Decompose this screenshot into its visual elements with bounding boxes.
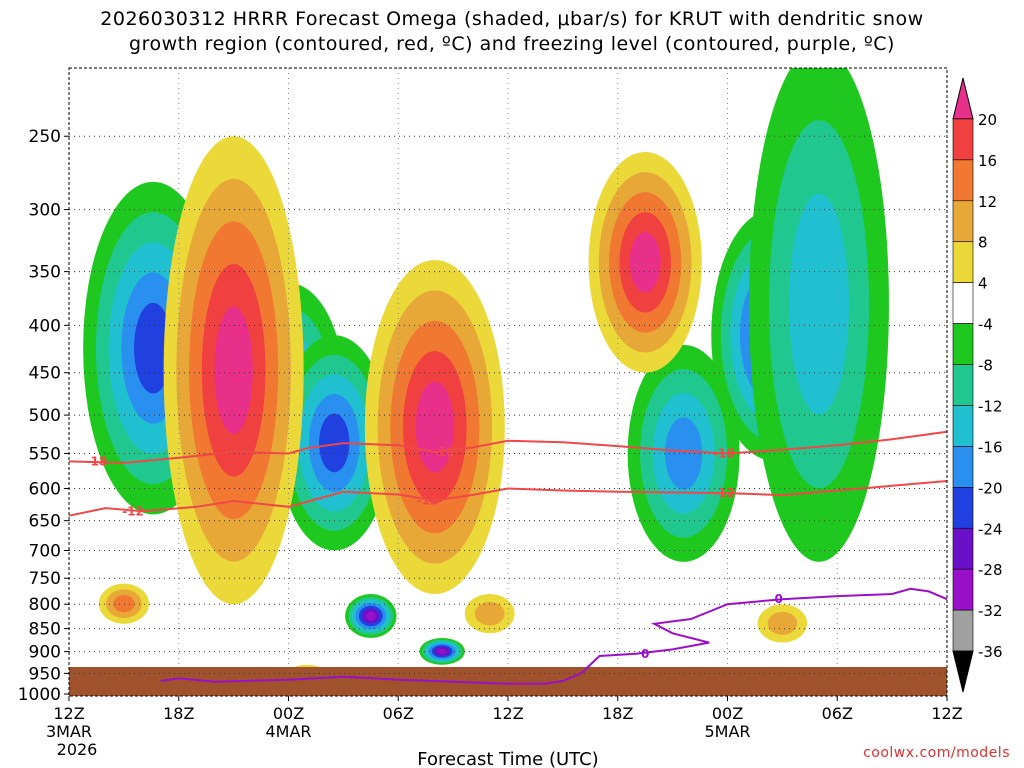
colorbar-label: 12 [978, 193, 997, 211]
colorbar-label: 8 [978, 234, 988, 252]
omega-contour [365, 611, 376, 621]
y-tick-label: 650 [29, 512, 61, 532]
colorbar-label: -12 [978, 397, 1003, 415]
y-tick-label: 900 [29, 643, 61, 663]
y-tick-label: 850 [29, 620, 61, 640]
y-tick-label: 800 [29, 595, 61, 615]
isotherm-minus12-label: -12 [713, 486, 735, 500]
colorbar-bin [952, 200, 974, 243]
y-tick-label: 450 [29, 364, 61, 384]
colorbar-bottom-arrow [952, 650, 974, 693]
freezing-level-line [160, 587, 948, 685]
x-tick-label: 12Z [53, 704, 84, 723]
omega-contour [214, 306, 253, 435]
freezing-level-label: 0 [641, 647, 649, 661]
colorbar-label: 4 [978, 275, 988, 293]
colorbar-bin [952, 323, 974, 365]
colorbar-label: -16 [978, 438, 1003, 456]
colorbar-label: -4 [978, 316, 993, 334]
omega-contour [474, 601, 505, 626]
x-tick-label: 06Z [383, 704, 414, 723]
colorbar-bin [952, 527, 974, 570]
axes: 250 300 350 400 450 500 550 600 650 700 750 800 850 9… [18, 67, 963, 759]
y-tick-label: 250 [29, 127, 61, 147]
omega-contour [664, 417, 703, 490]
x-tick-label: 00Z [712, 704, 743, 723]
isotherm-minus18-label: -18 [433, 445, 455, 459]
isotherm-minus18-line [68, 430, 948, 464]
colorbar-bin [952, 118, 974, 161]
colorbar-bin [952, 609, 974, 652]
y-tick-label: 950 [29, 664, 61, 684]
isotherm-minus18-label: -18 [86, 454, 108, 468]
omega-contour [788, 193, 849, 415]
x-tick-label: 00Z [273, 704, 304, 723]
isotherm-minus12-label: -12 [417, 493, 439, 507]
chart-title-line-1: 2026030312 HRRR Forecast Omega (shaded, … [100, 8, 924, 30]
x-tick-date-label: 5MAR [704, 722, 750, 741]
omega-contour [319, 413, 350, 473]
isotherm-minus12-line [68, 480, 948, 517]
y-tick-label: 550 [29, 444, 61, 464]
colorbar-bin [952, 159, 974, 202]
y-tick-label: 600 [29, 479, 61, 499]
y-tick-label: 500 [29, 406, 61, 426]
colorbar-bin [952, 446, 974, 488]
colorbar-label: -36 [978, 643, 1003, 661]
freezing-level-label: 0 [775, 592, 783, 606]
colorbar-label: 20 [978, 111, 997, 129]
y-tick-label: 1000 [18, 685, 61, 705]
colorbar-bin [952, 282, 974, 324]
y-tick-label: 350 [29, 263, 61, 283]
colorbar-label: -8 [978, 357, 993, 375]
isotherm-minus18-label: -18 [713, 446, 735, 460]
x-tick-year-label: 2026 [57, 740, 98, 759]
y-tick-label: 400 [29, 316, 61, 336]
x-tick-label: 18Z [163, 704, 194, 723]
colorbar-label: -28 [978, 561, 1003, 579]
colorbar-label: -32 [978, 602, 1003, 620]
x-tick-label: 12Z [492, 704, 523, 723]
omega-contour [767, 611, 798, 635]
x-axis-label: Forecast Time (UTC) [417, 749, 598, 768]
omega-contour [629, 232, 661, 293]
isotherm-minus12-label: -12 [122, 504, 144, 518]
contour-lines: -18 -18 -18 -12 -12 -12 0 0 [68, 430, 948, 685]
x-tick-label: 12Z [931, 704, 962, 723]
colorbar-bin [952, 487, 974, 529]
colorbar-bin [952, 241, 974, 283]
chart-title-line-2: growth region (contoured, red, ºC) and f… [129, 33, 895, 55]
colorbar-label: -20 [978, 479, 1003, 497]
x-tick-label: 18Z [602, 704, 633, 723]
terrain-band [69, 667, 947, 696]
colorbar: 20 16 12 8 4 -4 -8 -12 -16 -20 -24 -28 -32 -36 [952, 77, 1003, 693]
y-tick-label: 300 [29, 201, 61, 221]
x-tick-label: 06Z [822, 704, 853, 723]
colorbar-label: 16 [978, 152, 997, 170]
y-tick-label: 750 [29, 569, 61, 589]
omega-contour [294, 664, 320, 667]
omega-shading [69, 68, 947, 667]
x-tick-date-label: 3MAR [46, 722, 92, 741]
credit-text: coolwx.com/models [863, 745, 1010, 761]
colorbar-label: -24 [978, 520, 1003, 538]
colorbar-bin [952, 364, 974, 406]
colorbar-bin [952, 568, 974, 611]
omega-contour [113, 595, 135, 613]
colorbar-top-arrow [952, 77, 974, 120]
omega-contour [437, 648, 447, 655]
omega-contour [134, 302, 173, 394]
x-tick-date-label: 4MAR [265, 722, 311, 741]
y-tick-label: 700 [29, 541, 61, 561]
colorbar-bin [952, 405, 974, 447]
